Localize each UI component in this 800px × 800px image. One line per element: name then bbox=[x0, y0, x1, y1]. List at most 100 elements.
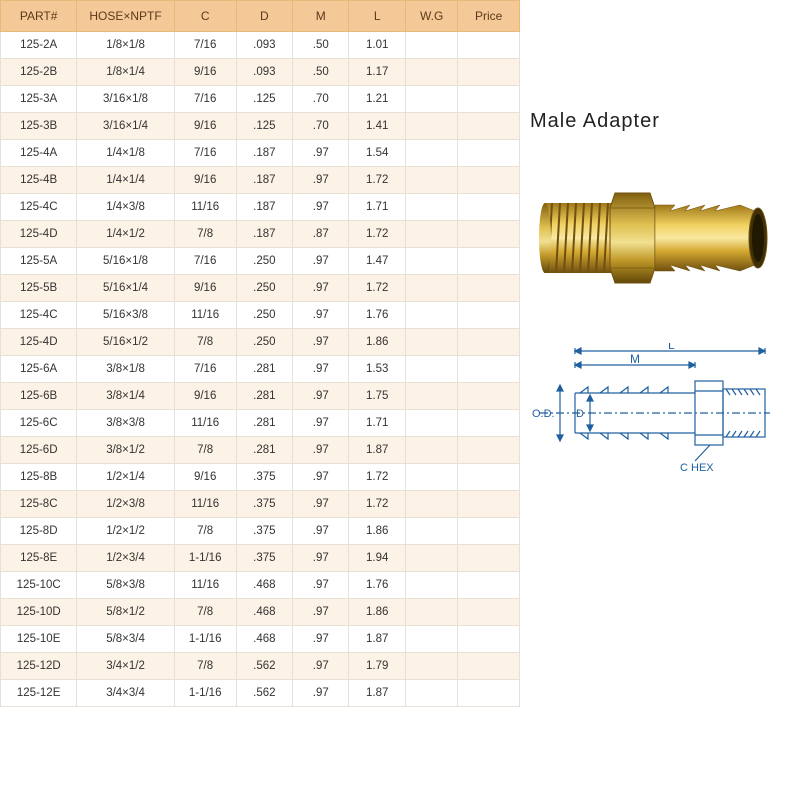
table-cell bbox=[406, 464, 458, 491]
table-cell: .97 bbox=[293, 653, 349, 680]
table-row: 125-4C1/4×3/811/16.187.971.71 bbox=[1, 194, 520, 221]
table-cell bbox=[406, 518, 458, 545]
table-cell bbox=[458, 437, 520, 464]
table-cell: 9/16 bbox=[174, 113, 236, 140]
table-cell bbox=[458, 32, 520, 59]
table-cell: 125-3B bbox=[1, 113, 77, 140]
table-cell: 1.54 bbox=[349, 140, 406, 167]
table-cell: .468 bbox=[236, 572, 293, 599]
table-cell: 1/4×1/4 bbox=[77, 167, 175, 194]
table-cell: 125-8C bbox=[1, 491, 77, 518]
dim-label-m: M bbox=[630, 352, 640, 366]
table-cell: 1-1/16 bbox=[174, 626, 236, 653]
table-cell bbox=[406, 572, 458, 599]
table-cell: 1/4×1/8 bbox=[77, 140, 175, 167]
dim-label-l: L bbox=[668, 343, 675, 352]
table-cell: .97 bbox=[293, 545, 349, 572]
table-row: 125-5A5/16×1/87/16.250.971.47 bbox=[1, 248, 520, 275]
table-cell: .97 bbox=[293, 599, 349, 626]
table-cell: 1/2×3/8 bbox=[77, 491, 175, 518]
table-row: 125-6B3/8×1/49/16.281.971.75 bbox=[1, 383, 520, 410]
table-cell: .70 bbox=[293, 86, 349, 113]
table-cell: 125-5A bbox=[1, 248, 77, 275]
table-row: 125-6D3/8×1/27/8.281.971.87 bbox=[1, 437, 520, 464]
table-cell: 1-1/16 bbox=[174, 545, 236, 572]
table-cell: .281 bbox=[236, 383, 293, 410]
table-cell: .468 bbox=[236, 599, 293, 626]
table-cell: 125-2B bbox=[1, 59, 77, 86]
table-cell: 125-10C bbox=[1, 572, 77, 599]
table-row: 125-4C5/16×3/811/16.250.971.76 bbox=[1, 302, 520, 329]
table-cell: 1.87 bbox=[349, 626, 406, 653]
table-cell bbox=[458, 572, 520, 599]
table-cell: .97 bbox=[293, 248, 349, 275]
table-cell: .375 bbox=[236, 545, 293, 572]
table-cell bbox=[458, 59, 520, 86]
table-cell: .97 bbox=[293, 437, 349, 464]
table-cell: 125-4A bbox=[1, 140, 77, 167]
dim-label-od: O.D. bbox=[532, 408, 555, 420]
table-cell: .97 bbox=[293, 383, 349, 410]
table-row: 125-4B1/4×1/49/16.187.971.72 bbox=[1, 167, 520, 194]
table-cell: .562 bbox=[236, 653, 293, 680]
table-row: 125-2B1/8×1/49/16.093.501.17 bbox=[1, 59, 520, 86]
table-cell: 125-10D bbox=[1, 599, 77, 626]
table-cell: 7/8 bbox=[174, 518, 236, 545]
table-cell: 125-10E bbox=[1, 626, 77, 653]
table-cell: 125-4D bbox=[1, 221, 77, 248]
table-cell: .97 bbox=[293, 491, 349, 518]
table-cell: 11/16 bbox=[174, 302, 236, 329]
table-cell: 7/8 bbox=[174, 221, 236, 248]
table-cell: 5/8×1/2 bbox=[77, 599, 175, 626]
table-cell: 3/8×1/2 bbox=[77, 437, 175, 464]
table-cell bbox=[406, 86, 458, 113]
table-cell: 1.71 bbox=[349, 194, 406, 221]
table-cell: 125-6D bbox=[1, 437, 77, 464]
table-cell: .97 bbox=[293, 464, 349, 491]
table-cell: .97 bbox=[293, 626, 349, 653]
spec-table-container: PART#HOSE×NPTFCDMLW.GPrice 125-2A1/8×1/8… bbox=[0, 0, 520, 707]
table-cell: 125-8D bbox=[1, 518, 77, 545]
table-cell: 3/16×1/4 bbox=[77, 113, 175, 140]
table-cell: 7/16 bbox=[174, 86, 236, 113]
table-cell bbox=[458, 356, 520, 383]
table-cell bbox=[406, 410, 458, 437]
col-header: D bbox=[236, 1, 293, 32]
table-cell bbox=[406, 599, 458, 626]
dim-label-d: D bbox=[576, 408, 584, 420]
table-cell: .187 bbox=[236, 194, 293, 221]
table-row: 125-3A3/16×1/87/16.125.701.21 bbox=[1, 86, 520, 113]
table-row: 125-8D1/2×1/27/8.375.971.86 bbox=[1, 518, 520, 545]
side-panel: Male Adapter bbox=[530, 110, 790, 473]
col-header: HOSE×NPTF bbox=[77, 1, 175, 32]
table-cell: .375 bbox=[236, 491, 293, 518]
table-cell: .250 bbox=[236, 248, 293, 275]
table-cell: 1/2×1/4 bbox=[77, 464, 175, 491]
table-cell: 1.94 bbox=[349, 545, 406, 572]
table-cell: 1.75 bbox=[349, 383, 406, 410]
table-row: 125-6C3/8×3/811/16.281.971.71 bbox=[1, 410, 520, 437]
table-cell: 5/8×3/4 bbox=[77, 626, 175, 653]
table-cell: .468 bbox=[236, 626, 293, 653]
table-cell: .97 bbox=[293, 167, 349, 194]
table-cell: 125-4D bbox=[1, 329, 77, 356]
table-cell: 7/8 bbox=[174, 329, 236, 356]
table-cell bbox=[458, 626, 520, 653]
table-cell: .97 bbox=[293, 572, 349, 599]
table-cell: .97 bbox=[293, 410, 349, 437]
table-cell bbox=[458, 653, 520, 680]
table-cell: 125-2A bbox=[1, 32, 77, 59]
table-cell: 1.01 bbox=[349, 32, 406, 59]
table-row: 125-10D5/8×1/27/8.468.971.86 bbox=[1, 599, 520, 626]
table-cell: 9/16 bbox=[174, 464, 236, 491]
table-cell bbox=[406, 329, 458, 356]
table-cell: 125-4B bbox=[1, 167, 77, 194]
table-cell: 1.76 bbox=[349, 302, 406, 329]
table-row: 125-8C1/2×3/811/16.375.971.72 bbox=[1, 491, 520, 518]
table-cell: .97 bbox=[293, 140, 349, 167]
table-cell: 1.72 bbox=[349, 167, 406, 194]
table-cell: .50 bbox=[293, 32, 349, 59]
table-cell: 7/16 bbox=[174, 140, 236, 167]
table-cell: .125 bbox=[236, 113, 293, 140]
table-row: 125-4D5/16×1/27/8.250.971.86 bbox=[1, 329, 520, 356]
